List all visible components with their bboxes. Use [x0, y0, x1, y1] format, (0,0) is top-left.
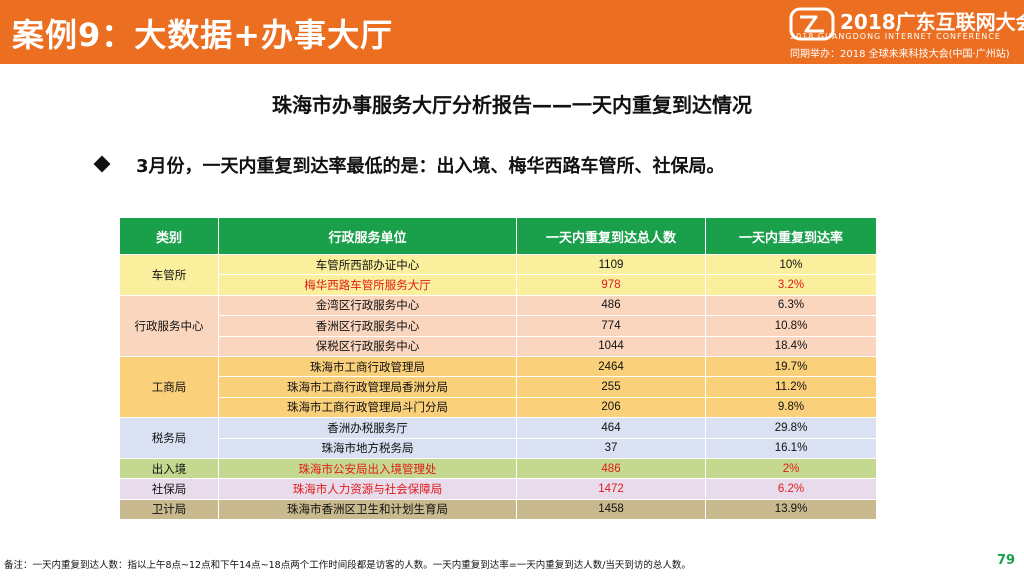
rate-cell: 6.3%	[705, 294, 877, 317]
count-cell: 486	[516, 457, 706, 480]
table-row: 车管所 车管所西部办证中心 1109 10%	[119, 253, 877, 296]
col-header-category: 类别	[119, 217, 219, 255]
count-cell: 255	[516, 376, 706, 398]
category-cell: 税务局	[119, 417, 219, 459]
rate-cell: 11.2%	[705, 376, 877, 398]
table-row: 税务局 香洲办税服务厅 464 29.8%	[119, 417, 877, 459]
table-row: 保税区行政服务中心 1044 18.4%	[120, 335, 877, 357]
unit-cell: 珠海市工商行政管理局斗门分局	[218, 396, 517, 419]
conference-english-name: 2018 GUANGDONG INTERNET CONFERENCE	[790, 32, 1001, 41]
rate-cell: 19.7%	[705, 355, 877, 378]
count-cell: 1472	[516, 478, 706, 500]
category-cell: 车管所	[119, 254, 219, 296]
rate-cell: 2%	[705, 457, 877, 480]
group-admin-service-center: 行政服务中心 金湾区行政服务中心 486 6.3% 香洲区行政服务中心 774 …	[119, 294, 877, 357]
unit-cell: 保税区行政服务中心	[218, 335, 517, 357]
category-cell: 社保局	[119, 478, 219, 500]
count-cell: 206	[516, 396, 706, 419]
table-row: 行政服务中心 金湾区行政服务中心 486 6.3%	[119, 294, 877, 357]
count-cell: 1109	[516, 253, 706, 276]
rate-cell: 10.8%	[705, 315, 877, 337]
header-banner: 案例9：大数据+办事大厅 2018广东互联网大会 2018 GUANGDONG …	[0, 0, 1024, 64]
rate-cell: 9.8%	[705, 396, 877, 419]
key-finding-text: 3月份，一天内重复到达率最低的是：出入境、梅华西路车管所、社保局。	[136, 156, 725, 177]
analysis-table: 类别 行政服务单位 一天内重复到达总人数 一天内重复到达率 车管所 车管所西部办…	[119, 217, 877, 521]
table-row: 珠海市工商行政管理局斗门分局 206 9.8%	[120, 396, 877, 419]
unit-cell: 珠海市人力资源与社会保障局	[218, 478, 517, 500]
unit-cell: 香洲办税服务厅	[218, 417, 517, 439]
group-vehicle-admin: 车管所 车管所西部办证中心 1109 10% 梅华西路车管所服务大厅 978 3…	[119, 253, 877, 296]
rate-cell: 10%	[705, 253, 877, 276]
group-health-family-planning: 卫计局 珠海市香洲区卫生和计划生育局 1458 13.9%	[119, 498, 877, 521]
slide-title: 案例9：大数据+办事大厅	[12, 16, 394, 54]
count-cell: 464	[516, 417, 706, 439]
table-row: 社保局 珠海市人力资源与社会保障局 1472 6.2%	[119, 478, 877, 500]
diamond-bullet-icon	[93, 155, 111, 173]
table-row: 卫计局 珠海市香洲区卫生和计划生育局 1458 13.9%	[119, 498, 877, 521]
unit-cell: 珠海市地方税务局	[218, 437, 517, 459]
table-row: 梅华西路车管所服务大厅 978 3.2%	[120, 274, 877, 296]
conference-logo-icon	[789, 7, 835, 41]
count-cell: 774	[516, 315, 706, 337]
unit-cell: 香洲区行政服务中心	[218, 315, 517, 337]
table-row: 珠海市地方税务局 37 16.1%	[120, 437, 877, 459]
page-number: 79	[997, 553, 1016, 568]
count-cell: 2464	[516, 355, 706, 378]
table-row: 工商局 珠海市工商行政管理局 2464 19.7%	[119, 355, 877, 419]
category-cell: 行政服务中心	[119, 294, 219, 357]
group-social-security: 社保局 珠海市人力资源与社会保障局 1472 6.2%	[119, 478, 877, 500]
count-cell: 978	[516, 274, 706, 296]
footnote: 备注：一天内重复到达人数：指以上午8点~12点和下午14点~18点两个工作时间段…	[4, 560, 691, 571]
unit-cell: 珠海市工商行政管理局	[218, 355, 517, 378]
group-tax-bureau: 税务局 香洲办税服务厅 464 29.8% 珠海市地方税务局 37 16.1%	[119, 417, 877, 459]
rate-cell: 6.2%	[705, 478, 877, 500]
category-cell: 工商局	[119, 355, 219, 419]
unit-cell: 珠海市工商行政管理局香洲分局	[218, 376, 517, 398]
unit-cell: 珠海市公安局出入境管理处	[218, 457, 517, 480]
conference-name: 2018广东互联网大会	[840, 10, 1024, 34]
group-exit-entry: 出入境 珠海市公安局出入境管理处 486 2%	[119, 457, 877, 480]
category-cell: 出入境	[119, 457, 219, 480]
col-header-unit: 行政服务单位	[218, 217, 517, 255]
count-cell: 37	[516, 437, 706, 459]
count-cell: 1044	[516, 335, 706, 357]
col-header-count: 一天内重复到达总人数	[516, 217, 706, 255]
unit-cell: 珠海市香洲区卫生和计划生育局	[218, 498, 517, 521]
count-cell: 1458	[516, 498, 706, 521]
table-row: 香洲区行政服务中心 774 10.8%	[120, 315, 877, 337]
conference-subtitle: 同期举办：2018 全球未来科技大会(中国·广州站)	[790, 49, 1010, 60]
unit-cell: 梅华西路车管所服务大厅	[218, 274, 517, 296]
key-finding: 3月份，一天内重复到达率最低的是：出入境、梅华西路车管所、社保局。	[93, 152, 725, 178]
group-industry-commerce: 工商局 珠海市工商行政管理局 2464 19.7% 珠海市工商行政管理局香洲分局…	[119, 355, 877, 419]
unit-cell: 金湾区行政服务中心	[218, 294, 517, 317]
count-cell: 486	[516, 294, 706, 317]
table-header-row: 类别 行政服务单位 一天内重复到达总人数 一天内重复到达率	[119, 217, 877, 255]
rate-cell: 29.8%	[705, 417, 877, 439]
rate-cell: 13.9%	[705, 498, 877, 521]
col-header-rate: 一天内重复到达率	[705, 217, 877, 255]
unit-cell: 车管所西部办证中心	[218, 253, 517, 276]
report-title: 珠海市办事服务大厅分析报告——一天内重复到达情况	[272, 93, 752, 117]
rate-cell: 18.4%	[705, 335, 877, 357]
rate-cell: 16.1%	[705, 437, 877, 459]
table-row: 珠海市工商行政管理局香洲分局 255 11.2%	[120, 376, 877, 398]
category-cell: 卫计局	[119, 498, 219, 521]
table-row: 出入境 珠海市公安局出入境管理处 486 2%	[119, 457, 877, 480]
rate-cell: 3.2%	[705, 274, 877, 296]
